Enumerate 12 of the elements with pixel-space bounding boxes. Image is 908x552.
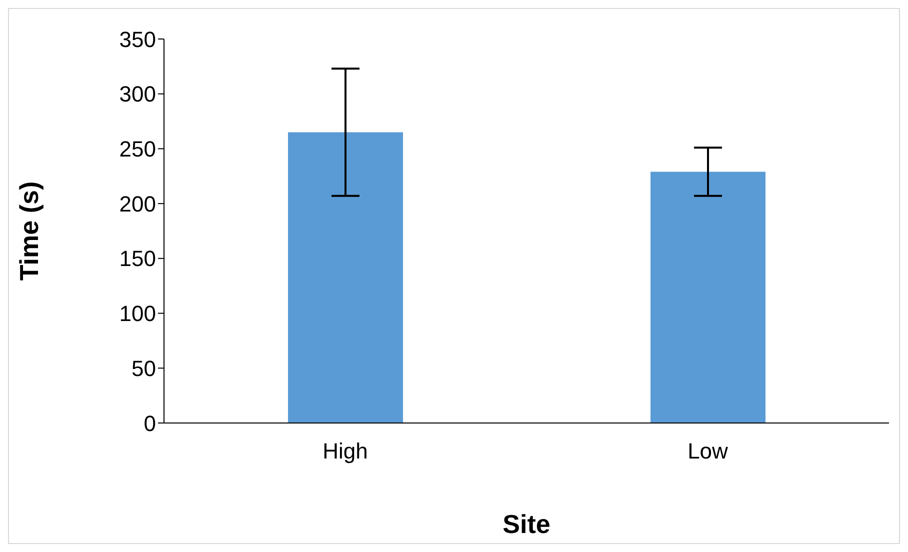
y-tick-label: 0 [144, 410, 156, 436]
x-tick-label: Low [688, 438, 728, 464]
y-tick-label: 150 [119, 246, 156, 272]
y-tick-label: 100 [119, 301, 156, 326]
x-tick-label: High [322, 438, 368, 464]
y-tick-label: 300 [119, 82, 156, 107]
y-tick-label: 50 [132, 356, 156, 381]
x-axis-title: Site [502, 509, 550, 539]
y-tick-label: 250 [119, 136, 156, 162]
y-tick-label: 350 [119, 26, 156, 52]
y-tick-label: 200 [119, 191, 156, 216]
y-axis-title: Time (s) [14, 181, 44, 281]
